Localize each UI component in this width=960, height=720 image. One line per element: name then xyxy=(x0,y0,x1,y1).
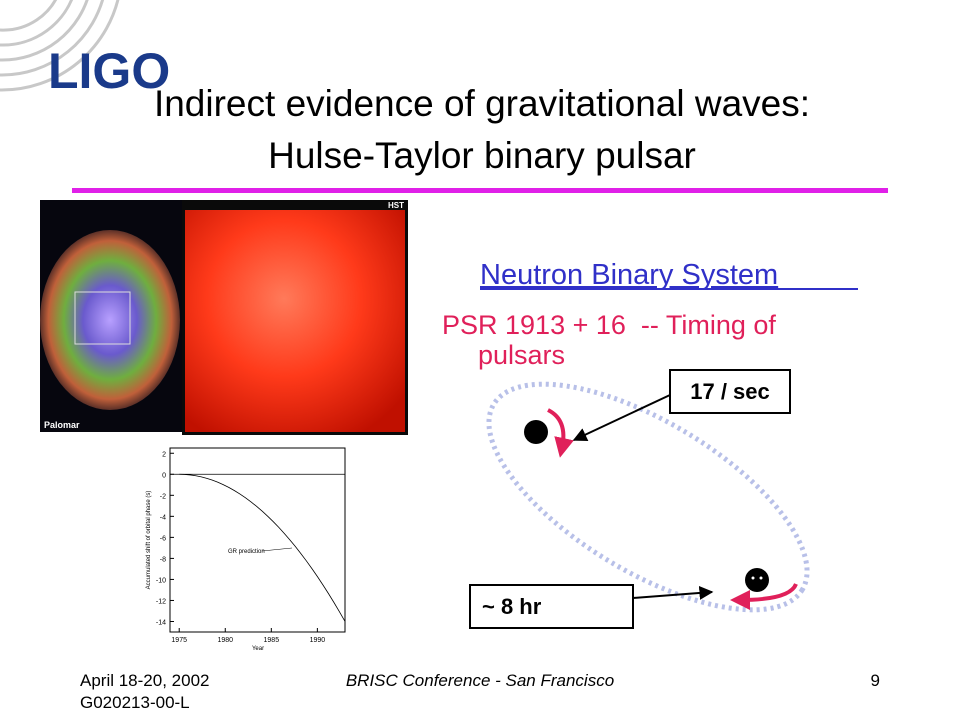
title-rule xyxy=(72,188,888,193)
y-tick-label: -4 xyxy=(160,514,166,521)
callout-arrow xyxy=(572,394,671,441)
callout-box xyxy=(669,369,791,414)
y-tick-label: -2 xyxy=(160,493,166,500)
y-tick-label: -10 xyxy=(156,577,166,584)
x-tick-label: 1985 xyxy=(264,637,280,644)
y-tick-label: -12 xyxy=(156,598,166,605)
image-label: Palomar xyxy=(44,420,80,430)
x-axis-label: Year xyxy=(252,646,264,652)
description: pulsars xyxy=(478,340,565,370)
zoom-box xyxy=(74,291,131,345)
companion-spot xyxy=(751,576,755,580)
footer-date: April 18-20, 2002 xyxy=(80,671,209,690)
callout-box xyxy=(469,584,634,629)
logo-arcs xyxy=(0,0,120,92)
callout: 17 / sec xyxy=(690,379,770,404)
footer-docid: G020213-00-L xyxy=(80,693,190,712)
plot-frame xyxy=(169,447,346,633)
companion-spot xyxy=(759,576,763,580)
orbit xyxy=(486,381,810,613)
y-tick-label: -14 xyxy=(156,619,166,626)
callout: ~ 8 hr xyxy=(482,594,542,619)
plot-image xyxy=(138,440,350,652)
y-tick-label: -8 xyxy=(160,556,166,563)
y-tick-label: 2 xyxy=(162,451,166,458)
x-tick-label: 1980 xyxy=(217,637,233,644)
annotation: GR prediction xyxy=(228,549,265,555)
heading: Neutron Binary System xyxy=(480,259,778,291)
plot: 2 0 -2 -4 -6 -8 -10 -12 -14 1975 1980 1985 1990 Accum… xyxy=(146,451,346,652)
companion xyxy=(745,568,769,592)
footer-conference: BRISC Conference - San Francisco xyxy=(346,671,614,690)
y-tick-label: 0 xyxy=(162,472,166,479)
annotation-leader xyxy=(261,547,293,552)
rotation-arrow xyxy=(547,408,574,458)
page-number: 9 xyxy=(871,671,880,690)
title-line: Hulse-Taylor binary pulsar xyxy=(268,135,696,176)
image-label: HST xyxy=(388,201,404,210)
x-tick-label: 1975 xyxy=(171,637,187,644)
x-tick-label: 1990 xyxy=(310,637,326,644)
y-axis-label: Accumulated shift of orbital phase (s) xyxy=(146,491,152,590)
description: PSR 1913 + 16 -- Timing of xyxy=(442,310,776,340)
hst-image xyxy=(185,210,405,432)
pulsar xyxy=(524,420,548,444)
logo: LIGO xyxy=(48,43,170,99)
title-line: Indirect evidence of gravitational waves… xyxy=(154,83,810,124)
crab-nebula xyxy=(40,230,180,410)
gr-curve xyxy=(179,473,346,622)
y-tick-label: -6 xyxy=(160,535,166,542)
rotation-arrow xyxy=(730,583,798,610)
callout-arrow xyxy=(632,585,714,600)
